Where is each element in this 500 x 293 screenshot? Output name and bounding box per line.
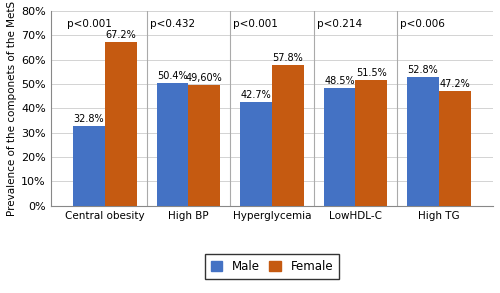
- Bar: [439, 91, 470, 206]
- Bar: [188, 85, 220, 206]
- Text: p<0.001: p<0.001: [66, 19, 112, 30]
- Y-axis label: Prevalence of the componets of the MetS: Prevalence of the componets of the MetS: [7, 1, 17, 216]
- Text: p<0.006: p<0.006: [400, 19, 446, 30]
- Text: p<0.432: p<0.432: [150, 19, 195, 30]
- Bar: [356, 80, 387, 206]
- Bar: [240, 102, 272, 206]
- Legend: Male, Female: Male, Female: [204, 254, 339, 279]
- Text: 48.5%: 48.5%: [324, 76, 355, 86]
- Text: 57.8%: 57.8%: [272, 53, 303, 63]
- Text: 32.8%: 32.8%: [74, 114, 104, 124]
- Bar: [105, 42, 136, 206]
- Text: p<0.001: p<0.001: [234, 19, 278, 30]
- Text: 51.5%: 51.5%: [356, 68, 386, 79]
- Bar: [324, 88, 356, 206]
- Text: 49,60%: 49,60%: [186, 73, 222, 83]
- Text: p<0.214: p<0.214: [317, 19, 362, 30]
- Text: 52.8%: 52.8%: [408, 65, 438, 75]
- Bar: [272, 65, 304, 206]
- Text: 67.2%: 67.2%: [106, 30, 136, 40]
- Bar: [74, 126, 105, 206]
- Text: 47.2%: 47.2%: [440, 79, 470, 89]
- Text: 42.7%: 42.7%: [240, 90, 272, 100]
- Text: 50.4%: 50.4%: [158, 71, 188, 81]
- Bar: [156, 83, 188, 206]
- Bar: [407, 77, 439, 206]
